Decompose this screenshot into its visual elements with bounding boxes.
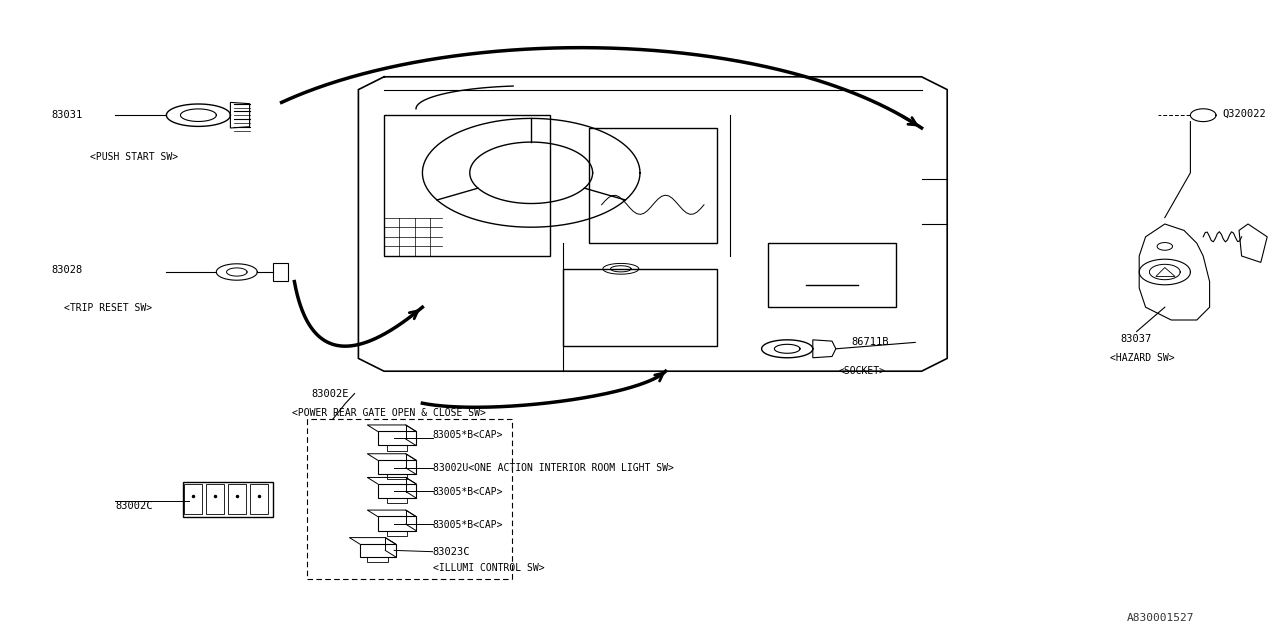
- Text: <SOCKET>: <SOCKET>: [838, 366, 886, 376]
- Text: <POWER REAR GATE OPEN & CLOSE SW>: <POWER REAR GATE OPEN & CLOSE SW>: [292, 408, 485, 419]
- Text: <TRIP RESET SW>: <TRIP RESET SW>: [64, 303, 152, 314]
- Text: 83002E: 83002E: [311, 388, 348, 399]
- Text: 86711B: 86711B: [851, 337, 888, 348]
- Bar: [206, 484, 224, 515]
- Text: 83005*B<CAP>: 83005*B<CAP>: [433, 520, 503, 530]
- Text: 83002U<ONE ACTION INTERIOR ROOM LIGHT SW>: 83002U<ONE ACTION INTERIOR ROOM LIGHT SW…: [433, 463, 673, 474]
- Bar: [768, 243, 896, 307]
- Bar: [384, 115, 550, 256]
- Bar: [183, 482, 273, 517]
- Text: <PUSH START SW>: <PUSH START SW>: [90, 152, 178, 162]
- Bar: [184, 484, 202, 515]
- Text: <HAZARD SW>: <HAZARD SW>: [1110, 353, 1174, 364]
- Text: 83002C: 83002C: [115, 500, 152, 511]
- Text: Q320022: Q320022: [1222, 109, 1266, 119]
- Text: 83023C: 83023C: [433, 547, 470, 557]
- Bar: [228, 484, 246, 515]
- Bar: [589, 128, 717, 243]
- Bar: [563, 269, 717, 346]
- Text: <ILLUMI CONTROL SW>: <ILLUMI CONTROL SW>: [433, 563, 544, 573]
- Text: 83031: 83031: [51, 110, 82, 120]
- Bar: [250, 484, 268, 515]
- Text: A830001527: A830001527: [1126, 612, 1194, 623]
- Text: 83005*B<CAP>: 83005*B<CAP>: [433, 487, 503, 497]
- Text: 83005*B<CAP>: 83005*B<CAP>: [433, 430, 503, 440]
- Text: 83037: 83037: [1120, 334, 1151, 344]
- Text: 83028: 83028: [51, 265, 82, 275]
